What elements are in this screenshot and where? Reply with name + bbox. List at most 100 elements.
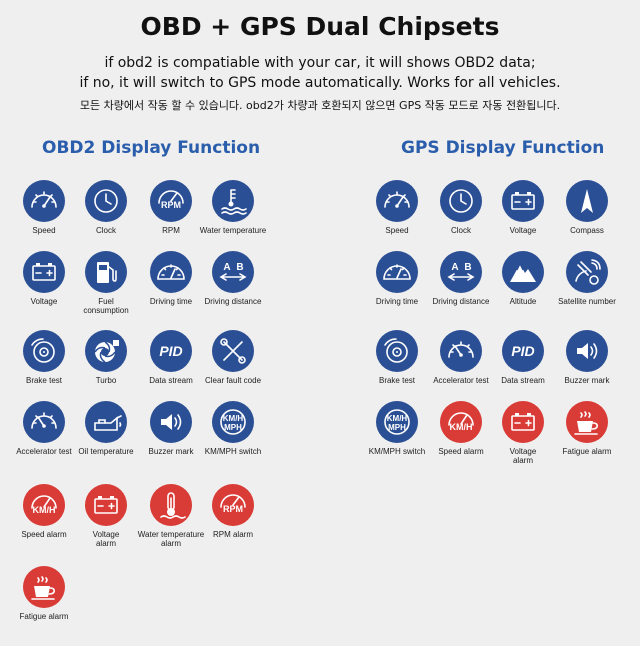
obd2-item-turbo: Turbo [65,330,147,410]
dial-icon [150,251,192,293]
gps-item-satellite-number: Satellite number [546,251,628,331]
svg-text:RPM: RPM [223,504,243,514]
obd2-item-fuel-consumption: Fuel consumption [65,251,147,331]
brake-disc-icon [23,330,65,372]
obd2-item-speed: Speed [3,180,85,260]
gps-item-accelerator-test: Accelerator test [420,330,502,410]
item-label: Turbo [95,376,117,385]
item-label: Brake test [378,376,415,385]
mountain-icon [502,251,544,293]
gps-item-clock: Clock [420,180,502,260]
item-label: Driving distance [204,297,262,306]
item-label: Voltage alarm [509,447,537,465]
svg-text:RPM: RPM [161,200,181,210]
clock-icon [85,180,127,222]
obd2-item-speed-alarm: KM/H Speed alarm [3,484,85,564]
gps-item-voltage-alarm: Voltage alarm [482,401,564,481]
accelerator-gauge-icon [440,330,482,372]
pid-icon: PID [502,330,544,372]
item-label: Clock [450,226,471,235]
gps-item-data-stream: PID Data stream [482,330,564,410]
coolant-alarm-icon [150,484,192,526]
item-label: Speed [385,226,409,235]
item-label: Driving distance [432,297,490,306]
item-label: Altitude [509,297,537,306]
obd2-item-voltage: Voltage [3,251,85,331]
svg-text:PID: PID [511,343,534,359]
svg-text:A: A [223,262,230,273]
subtitle-korean: 모든 차량에서 작동 할 수 있습니다. obd2가 차량과 호환되지 않으면 … [79,99,561,112]
obd2-item-driving-distance: A B Driving distance [192,251,274,331]
item-label: Fuel consumption [83,297,129,315]
item-label: Clear fault code [204,376,262,385]
item-label: Voltage [509,226,537,235]
fuel-pump-icon [85,251,127,293]
obd2-item-km-mph-switch: KM/H MPH KM/MPH switch [192,401,274,481]
rpm-gauge-icon: RPM [150,180,192,222]
gps-section-title: GPS Display Function [401,138,605,158]
brake-disc-icon [376,330,418,372]
gps-item-speed: Speed [356,180,438,260]
km-mph-icon: KM/H MPH [376,401,418,443]
item-label: Fatigue alarm [19,612,69,621]
main-title: OBD + GPS Dual Chipsets [140,12,500,41]
compass-icon [566,180,608,222]
obd2-item-fatigue-alarm: Fatigue alarm [3,566,85,646]
svg-text:PID: PID [159,343,182,359]
item-label: Water temperature alarm [137,530,205,548]
item-label: Accelerator test [433,376,489,385]
rpm-alarm-icon: RPM [212,484,254,526]
dial-icon [376,251,418,293]
speaker-icon [566,330,608,372]
gps-item-altitude: Altitude [482,251,564,331]
turbo-icon [85,330,127,372]
speedometer-icon [376,180,418,222]
subtitle-line-1: if obd2 is compatiable with your car, it… [104,55,536,71]
item-label: Speed alarm [21,530,67,539]
speedometer-icon [23,180,65,222]
kmh-alarm-icon: KM/H [23,484,65,526]
wrench-icon [212,330,254,372]
battery-icon [502,180,544,222]
obd2-item-accelerator-test: Accelerator test [3,401,85,481]
coffee-cup-icon [566,401,608,443]
gps-item-fatigue-alarm: Fatigue alarm [546,401,628,481]
satellite-icon [566,251,608,293]
item-label: Satellite number [558,297,616,306]
item-label: Speed [32,226,56,235]
coffee-cup-icon [23,566,65,608]
item-label: Buzzer mark [148,447,194,456]
svg-text:B: B [236,262,243,273]
item-label: Brake test [25,376,62,385]
item-label: Voltage [30,297,58,306]
accelerator-gauge-icon [23,401,65,443]
obd2-item-buzzer-mark: Buzzer mark [130,401,212,481]
item-label: Oil temperature [78,447,134,456]
gps-item-voltage: Voltage [482,180,564,260]
item-label: Data stream [149,376,193,385]
svg-text:MPH: MPH [388,423,406,432]
obd2-item-clock: Clock [65,180,147,260]
item-label: Accelerator test [16,447,72,456]
clock-icon [440,180,482,222]
gps-item-speed-alarm: KM/H Speed alarm [420,401,502,481]
svg-text:KM/H: KM/H [450,422,473,432]
item-label: RPM alarm [212,530,253,539]
gps-item-buzzer-mark: Buzzer mark [546,330,628,410]
obd2-section-title: OBD2 Display Function [42,138,261,158]
svg-text:A: A [451,262,458,273]
obd2-item-oil-temperature: Oil temperature [65,401,147,481]
item-label: KM/MPH switch [368,447,426,456]
item-label: Driving time [375,297,419,306]
obd2-item-clear-fault-code: Clear fault code [192,330,274,410]
item-label: Clock [95,226,116,235]
svg-text:B: B [464,262,471,273]
svg-text:KM/H: KM/H [223,414,244,423]
gps-item-compass: Compass [546,180,628,260]
obd2-item-driving-time: Driving time [130,251,212,331]
gps-item-km-mph-switch: KM/H MPH KM/MPH switch [356,401,438,481]
svg-text:KM/H: KM/H [33,505,56,515]
gps-item-driving-distance: A B Driving distance [420,251,502,331]
obd2-item-rpm-alarm: RPM RPM alarm [192,484,274,564]
